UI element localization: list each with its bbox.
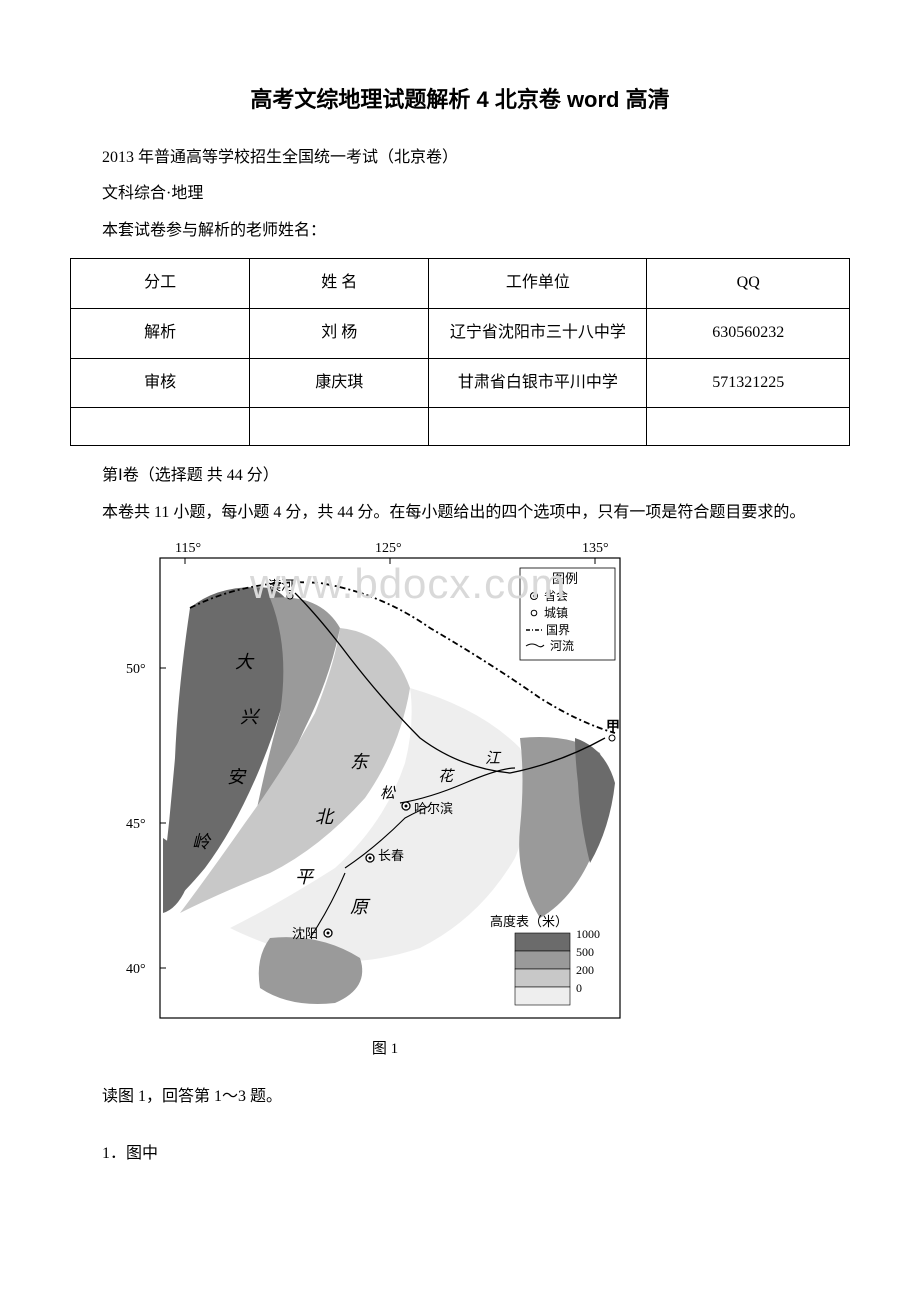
city-harbin: 哈尔滨 [414, 801, 453, 816]
page-title: 高考文综地理试题解析 4 北京卷 word 高清 [70, 80, 850, 120]
label-jia: 甲 [606, 719, 620, 735]
py-2: 原 [350, 897, 371, 917]
question-prompt: 读图 1，回答第 1～3 题。 [70, 1083, 850, 1112]
intro-line-3: 本套试卷参与解析的老师姓名： [70, 217, 850, 246]
lat-50: 50° [126, 662, 146, 677]
question-1: 1．图中 [70, 1140, 850, 1169]
lat-45: 45° [126, 817, 146, 832]
cell-name: 康庆琪 [250, 358, 429, 408]
cell-role: 审核 [71, 358, 250, 408]
dxa-1: 大 [235, 652, 255, 672]
legend-title: 图例 [552, 571, 578, 586]
table-row: 审核 康庆琪 甘肃省白银市平川中学 571321225 [71, 358, 850, 408]
elev-title: 高度表（米） [490, 914, 568, 929]
py-1: 平 [295, 867, 315, 887]
th-qq: QQ [647, 258, 850, 308]
cell-workplace: 甘肃省白银市平川中学 [429, 358, 647, 408]
figure-caption: 图 1 [120, 1036, 650, 1063]
db-1: 东 [350, 752, 370, 772]
dxa-2: 兴 [240, 707, 261, 727]
table-row: 解析 刘 杨 辽宁省沈阳市三十八中学 630560232 [71, 308, 850, 358]
cell-role: 解析 [71, 308, 250, 358]
map-svg: 115° 125° 135° 50° 45° 40° [120, 538, 650, 1028]
figure-1-map: www.bdocx.com 115° 125° 135° 50° 45° 40° [120, 538, 650, 1028]
sh-1: 松 [380, 785, 397, 802]
db-2: 北 [315, 807, 335, 827]
lon-125: 125° [375, 541, 402, 556]
city-changchun: 长春 [378, 848, 404, 863]
legend-capital: 省会 [544, 589, 568, 603]
intro-line-2: 文科综合·地理 [70, 180, 850, 209]
th-role: 分工 [71, 258, 250, 308]
dxa-3: 安 [227, 767, 247, 787]
legend-border: 国界 [546, 623, 570, 637]
lon-135: 135° [582, 541, 609, 556]
lon-115: 115° [175, 541, 201, 556]
table-header-row: 分工 姓 名 工作单位 QQ [71, 258, 850, 308]
elev-500: 500 [576, 945, 594, 959]
section-header: 第Ⅰ卷（选择题 共 44 分） [70, 462, 850, 491]
cell-qq: 630560232 [647, 308, 850, 358]
th-name: 姓 名 [250, 258, 429, 308]
th-workplace: 工作单位 [429, 258, 647, 308]
table-empty-row [71, 408, 850, 446]
elev-1000: 1000 [576, 927, 600, 941]
cell-workplace: 辽宁省沈阳市三十八中学 [429, 308, 647, 358]
city-shenyang: 沈阳 [292, 926, 318, 941]
dxa-4: 岭 [192, 832, 212, 852]
instruction-text: 本卷共 11 小题，每小题 4 分，共 44 分。在每小题给出的四个选项中，只有… [70, 499, 850, 528]
cell-qq: 571321225 [647, 358, 850, 408]
sh-3: 江 [485, 750, 502, 767]
city-mohe: 漠河 [268, 578, 294, 593]
cell-name: 刘 杨 [250, 308, 429, 358]
legend-town: 城镇 [544, 606, 568, 620]
teacher-table: 分工 姓 名 工作单位 QQ 解析 刘 杨 辽宁省沈阳市三十八中学 630560… [70, 258, 850, 446]
elev-0: 0 [576, 981, 582, 995]
elev-200: 200 [576, 963, 594, 977]
legend-river: 河流 [550, 639, 574, 653]
lat-40: 40° [126, 962, 146, 977]
sh-2: 花 [438, 768, 455, 785]
intro-line-1: 2013 年普通高等学校招生全国统一考试（北京卷） [70, 144, 850, 173]
